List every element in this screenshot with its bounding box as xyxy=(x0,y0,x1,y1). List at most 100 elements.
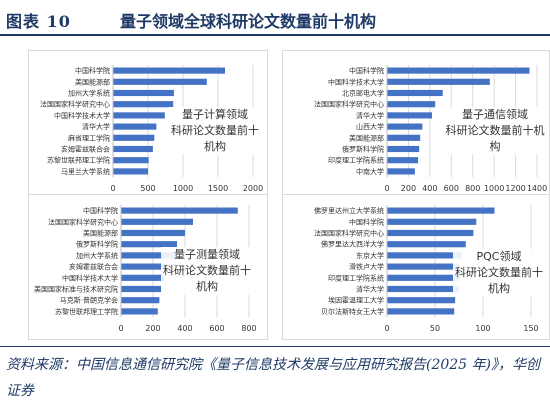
x-tick-label: 1000 xyxy=(484,184,504,193)
bar xyxy=(387,101,436,108)
chart-svg: 0 500 1000 1500 2000 中国科学院美国能源部加州大学系统法国国家科学研究… xyxy=(40,65,263,193)
bar xyxy=(121,297,160,304)
category-label: 贝尔法斯特女王大学 xyxy=(321,307,384,316)
chart-title: PQC领域 科研论文数量前十机构 xyxy=(453,249,545,297)
x-tick-label: 200 xyxy=(145,324,160,333)
bar xyxy=(113,168,148,175)
chart-title-line: 量子计算领域 xyxy=(182,108,248,121)
bar xyxy=(121,274,165,281)
bar xyxy=(387,207,495,214)
x-tick-label: 100 xyxy=(475,324,490,333)
x-tick-label: 600 xyxy=(209,324,224,333)
source-rule xyxy=(0,346,550,347)
category-label: 马克斯·普朗克学会 xyxy=(60,296,118,305)
category-label: 俄罗斯科学院 xyxy=(342,145,384,154)
source-note: 资料来源：中国信息通信研究院《量子信息技术发展与应用研究报告(2025 年)》，… xyxy=(6,357,541,399)
bar xyxy=(387,157,419,164)
bar xyxy=(113,123,157,130)
x-tick-label: 1200 xyxy=(505,184,525,193)
x-tick-label: 50 xyxy=(430,324,440,333)
chart-title-line: 量子测量领域 xyxy=(174,248,240,261)
x-tick-label: 400 xyxy=(177,324,192,333)
category-label: 中国科学院 xyxy=(349,66,384,75)
category-label: 法国国家科学研究中心 xyxy=(314,229,384,238)
bar xyxy=(387,263,460,270)
category-label: 美国能源部 xyxy=(75,77,110,86)
bar xyxy=(113,101,174,108)
bar xyxy=(121,241,177,248)
bar xyxy=(121,252,176,259)
chart-title-line: 科研论文数量前十机构 xyxy=(171,124,259,153)
category-label: 俄罗斯科学院 xyxy=(76,240,118,249)
category-label: 中国科学技术大学 xyxy=(54,111,110,120)
bar xyxy=(387,123,423,130)
category-label: 佛罗里达大西洋大学 xyxy=(321,240,384,249)
chart-title-line: 量子通信领域 xyxy=(462,108,528,121)
chart-svg: 0 200 400 600 800 中国科学院法国国家科学研究中心美国能源部俄罗斯科学院加… xyxy=(34,205,257,333)
chart-panel-quantum-measurement: 0 200 400 600 800 中国科学院法国国家科学研究中心美国能源部俄罗斯科学院加… xyxy=(28,194,268,340)
bar xyxy=(113,67,225,74)
category-label: 法国国家科学研究中心 xyxy=(48,217,118,226)
bar xyxy=(113,134,155,141)
x-tick-label: 200 xyxy=(401,184,416,193)
category-label: 加州大学系统 xyxy=(68,89,110,98)
bar xyxy=(387,89,443,97)
x-tick-label: 2000 xyxy=(243,184,263,193)
bar xyxy=(387,218,477,225)
x-tick-label: 600 xyxy=(444,184,459,193)
bar xyxy=(387,308,455,315)
bar xyxy=(113,157,149,164)
x-tick-label: 0 xyxy=(110,184,115,193)
x-tick-label: 0 xyxy=(118,324,123,333)
bar xyxy=(387,112,432,119)
category-label: 清华大学 xyxy=(356,111,384,120)
category-label: 美国能源部 xyxy=(349,133,384,142)
category-label: 法国国家科学研究中心 xyxy=(314,100,384,109)
chart-title: 量子计算领域科研论文数量前十机构 xyxy=(169,107,261,155)
category-label: 印度理工学院系统 xyxy=(328,156,384,165)
bar xyxy=(387,78,490,85)
bar xyxy=(387,297,456,304)
category-label: 印度理工学院系统 xyxy=(328,273,384,282)
figure-header: 图表 10 量子领域全球科研论文数量前十机构 xyxy=(0,0,550,40)
x-tick-label: 1500 xyxy=(208,184,228,193)
category-label: 中国科学院 xyxy=(75,66,110,75)
category-label: 中国科学技术大学 xyxy=(62,273,118,282)
bar xyxy=(113,78,207,85)
chart-title: 量子测量领域 科研论文数量前十机构 xyxy=(161,247,253,295)
x-tick-label: 1000 xyxy=(173,184,193,193)
category-label: 苏黎世联邦理工学院 xyxy=(55,307,118,316)
category-label: 亥姆霍兹联合会 xyxy=(61,145,110,154)
chart-title-line: 科研论文数量前十机构 xyxy=(455,266,543,295)
category-label: 美国国家标准与技术研究院 xyxy=(34,285,118,294)
category-label: 中国科学院 xyxy=(83,206,118,215)
chart-panel-quantum-computing: 0 500 1000 1500 2000 中国科学院 美国能源部 加州大学系统 法国国家科学研究… xyxy=(28,50,268,198)
category-label: 加州大学系统 xyxy=(76,251,118,260)
bar xyxy=(387,168,415,175)
category-label: 马里兰大学系统 xyxy=(61,167,110,176)
x-tick-label: 0 xyxy=(384,324,389,333)
x-tick-label: 0 xyxy=(384,184,389,193)
chart-panel-pqc: 0 50 100 150 佛罗里达州立大学系统 中国科学院 法国国家科学研究中心 佛罗里达大西… xyxy=(282,194,550,340)
bar xyxy=(121,263,166,270)
bar xyxy=(387,145,420,153)
bar xyxy=(387,285,459,293)
category-label: 中国科学院 xyxy=(349,217,384,226)
x-tick-label: 1400 xyxy=(527,184,547,193)
x-tick-label: 800 xyxy=(241,324,256,333)
category-label: 中国科学技术大学 xyxy=(328,77,384,86)
category-label: 麻省理工学院 xyxy=(68,133,110,142)
category-label: 佛罗里达州立大学系统 xyxy=(314,206,384,215)
category-label: 美国能源部 xyxy=(83,229,118,238)
bar xyxy=(121,229,185,237)
bar xyxy=(387,252,462,259)
category-label: 中南大学 xyxy=(356,167,384,176)
bar xyxy=(387,241,466,248)
category-label: 山西大学 xyxy=(356,122,384,131)
bar xyxy=(121,285,161,293)
x-tick-label: 400 xyxy=(422,184,437,193)
bar xyxy=(121,218,193,225)
category-label: 苏黎世联邦理工学院 xyxy=(47,156,110,165)
category-label: 清华大学 xyxy=(82,122,110,131)
bar xyxy=(113,145,153,153)
